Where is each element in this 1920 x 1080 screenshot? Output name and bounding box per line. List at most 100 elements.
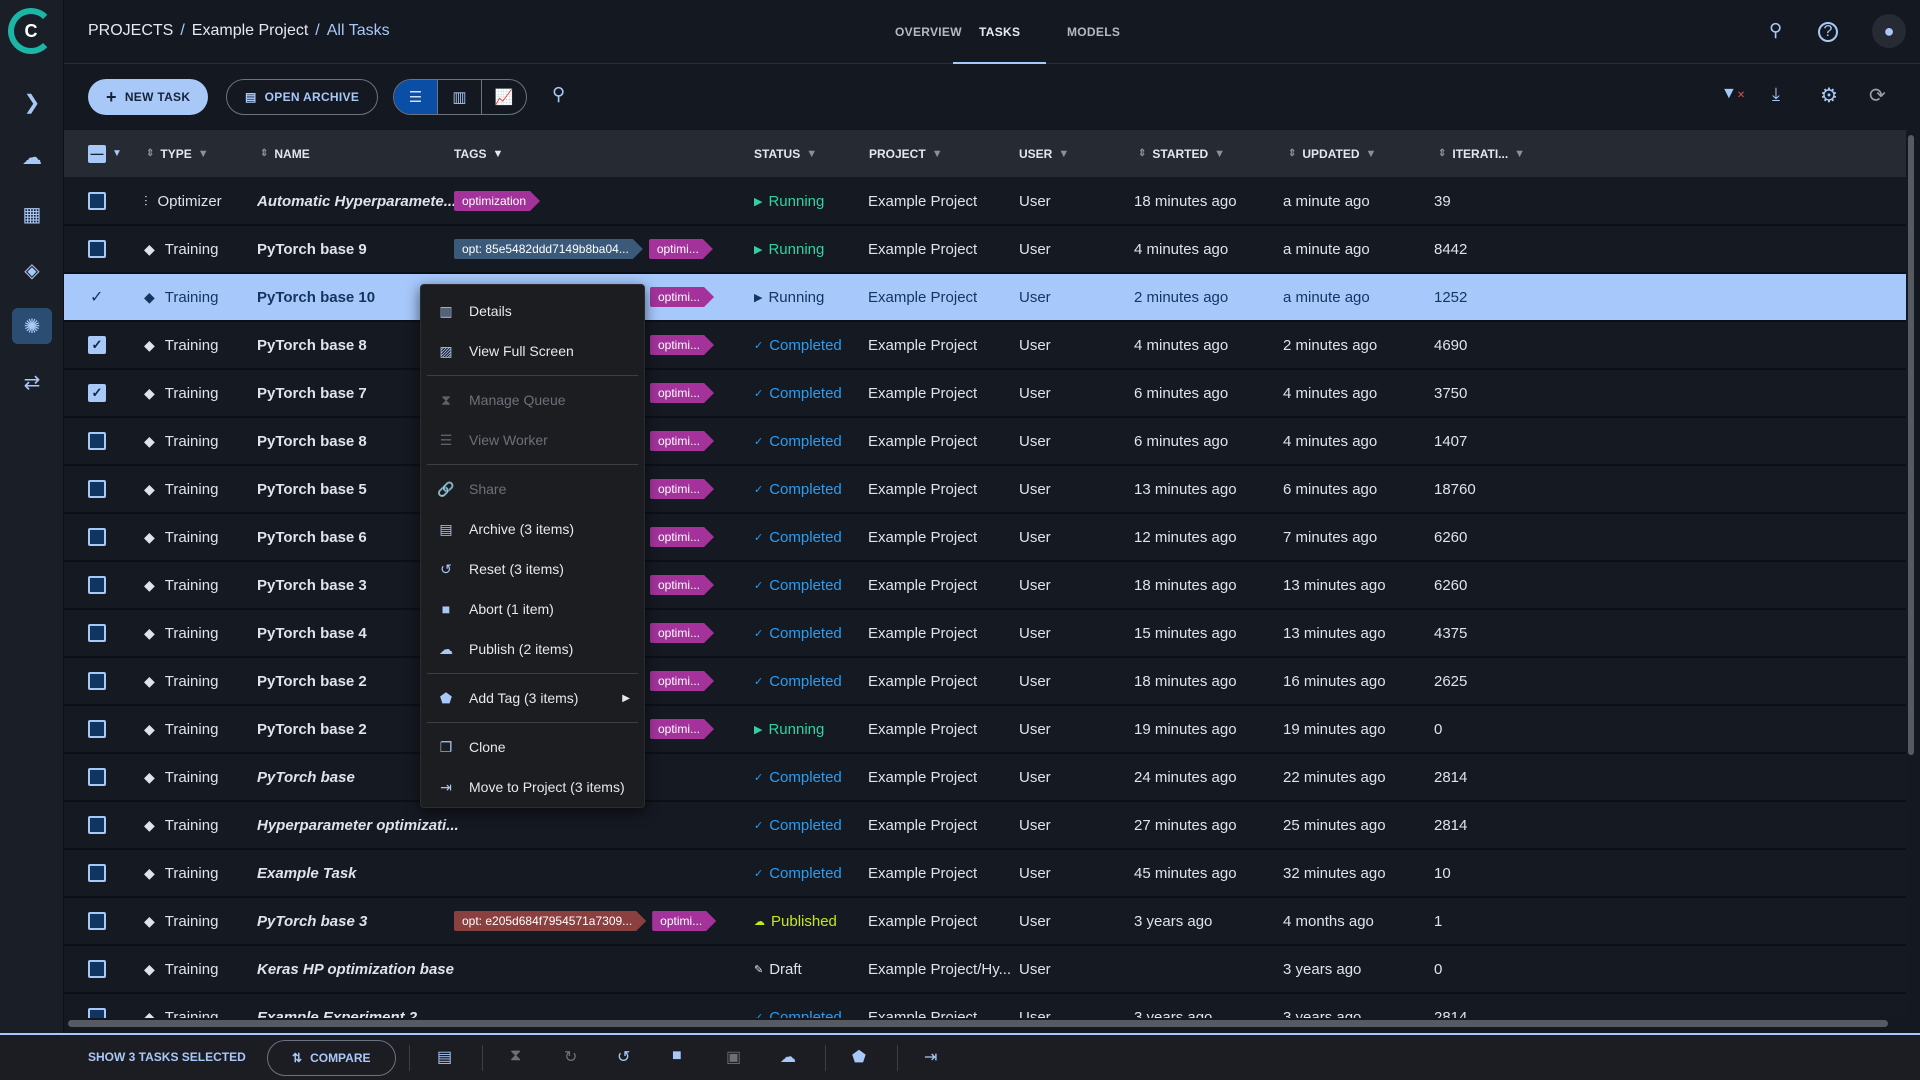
sidebar-item-datasets[interactable]: ▦ [12, 196, 52, 232]
sidebar-item-projects[interactable]: ✺ [12, 308, 52, 344]
task-name[interactable]: PyTorch base 8 [257, 432, 367, 450]
chevron-down-icon[interactable]: ▼ [112, 148, 122, 159]
task-name[interactable]: PyTorch base [257, 768, 355, 786]
sidebar-item-layers[interactable]: ◈ [12, 252, 52, 288]
table-row[interactable]: ◆ Training PyTorch base 8 optimi... ✓ Comp… [64, 418, 1906, 466]
row-select[interactable]: ✓ [88, 370, 106, 416]
row-checkbox[interactable] [88, 528, 106, 546]
task-name[interactable]: Hyperparameter optimizati... [257, 816, 459, 834]
row-select[interactable] [88, 610, 106, 656]
row-checkbox[interactable] [88, 480, 106, 498]
row-select[interactable]: ✓ [88, 322, 106, 368]
row-checkbox[interactable] [88, 192, 106, 210]
row-select[interactable] [88, 178, 106, 224]
sort-icon[interactable]: ⇕ [1288, 148, 1297, 159]
menu-item-reset[interactable]: ↺ Reset (3 items) [421, 549, 644, 589]
check-icon[interactable]: ✓ [90, 289, 104, 306]
row-checkbox[interactable] [88, 864, 106, 882]
details-view-icon[interactable]: ▥ [438, 80, 482, 114]
filter-active-icon[interactable]: ▼ [492, 147, 504, 160]
tag-chip[interactable]: optimi... [650, 527, 714, 547]
menu-item-abort[interactable]: ■ Abort (1 item) [421, 589, 644, 629]
row-checkbox[interactable] [88, 1008, 106, 1018]
table-row[interactable]: ◆ Training PyTorch base 2 optimi... ▶ Runn… [64, 706, 1906, 754]
row-select[interactable] [88, 850, 106, 896]
sort-icon[interactable]: ⇕ [260, 148, 269, 159]
row-checkbox[interactable] [88, 240, 106, 258]
dequeue-icon[interactable]: ▣ [726, 1049, 742, 1066]
filter-icon[interactable]: ▼ [806, 147, 818, 160]
column-updated[interactable]: ⇕ UPDATED ▼ [1288, 130, 1376, 177]
filter-icon[interactable]: ▼ [1214, 147, 1226, 160]
row-select[interactable] [88, 802, 106, 848]
tag-chip[interactable]: optimi... [652, 911, 716, 931]
task-name[interactable]: PyTorch base 2 [257, 672, 367, 690]
column-started[interactable]: ⇕ STARTED ▼ [1138, 130, 1225, 177]
row-select[interactable] [88, 466, 106, 512]
menu-item-details[interactable]: ▥ Details [421, 291, 644, 331]
filter-icon[interactable]: ▼ [1514, 147, 1526, 160]
row-select[interactable]: ✓ [88, 274, 103, 320]
table-row[interactable]: ✓ ◆ Training PyTorch base 10 optimi... ▶ R… [64, 274, 1906, 322]
menu-item-add-tag[interactable]: ⬟ Add Tag (3 items) ▶ [421, 678, 644, 718]
tag-chip[interactable]: optimization [454, 191, 540, 211]
vertical-scrollbar[interactable] [1908, 135, 1914, 755]
sort-icon[interactable]: ⇕ [1438, 148, 1447, 159]
row-select[interactable] [88, 898, 106, 944]
tag-chip[interactable]: optimi... [650, 671, 714, 691]
table-row[interactable]: ◆ Training PyTorch base 6 optimi... ✓ Comp… [64, 514, 1906, 562]
task-name[interactable]: Example Experiment 2 [257, 1008, 418, 1019]
table-row[interactable]: ✓ ◆ Training PyTorch base 7 optimi... ✓ Co… [64, 370, 1906, 418]
select-all[interactable]: — ▼ [88, 130, 122, 177]
show-selected-link[interactable]: SHOW 3 TASKS SELECTED [88, 1050, 246, 1064]
row-select[interactable] [88, 226, 106, 272]
tag-chip[interactable]: opt: 85e5482ddd7149b8ba04... [454, 239, 643, 259]
row-select[interactable] [88, 754, 106, 800]
menu-item-archive[interactable]: ▤ Archive (3 items) [421, 509, 644, 549]
new-task-button[interactable]: + NEW TASK [88, 79, 209, 115]
menu-item-share[interactable]: 🔗 Share [421, 469, 644, 509]
breadcrumb-project[interactable]: Example Project [191, 22, 309, 39]
menu-item-view-full-screen[interactable]: ▨ View Full Screen [421, 331, 644, 371]
column-name[interactable]: ⇕ NAME [260, 130, 310, 177]
row-select[interactable] [88, 706, 106, 752]
tag-chip[interactable]: optimi... [650, 287, 714, 307]
sidebar-item-pipelines[interactable]: ⇄ [12, 364, 52, 400]
row-checkbox[interactable] [88, 720, 106, 738]
table-view-icon[interactable]: ☰ [394, 80, 438, 114]
table-row[interactable]: ◆ Training Example Task ✓ Completed Exampl… [64, 850, 1906, 898]
filter-icon[interactable]: ▼ [1365, 147, 1377, 160]
tag-chip[interactable]: optimi... [650, 623, 714, 643]
tag-chip[interactable]: optimi... [649, 239, 713, 259]
column-user[interactable]: USER ▼ [1019, 130, 1069, 177]
row-checkbox[interactable] [88, 624, 106, 642]
horizontal-scrollbar[interactable] [68, 1020, 1888, 1027]
row-select[interactable] [88, 658, 106, 704]
clear-filters-icon[interactable]: ▼✕ [1721, 85, 1746, 102]
task-name[interactable]: PyTorch base 10 [257, 288, 376, 306]
move-icon[interactable]: ⇥ [924, 1049, 938, 1066]
archive-icon[interactable]: ▤ [437, 1049, 453, 1066]
column-tags[interactable]: TAGS ▼ [454, 130, 503, 177]
task-name[interactable]: PyTorch base 7 [257, 384, 367, 402]
tag-chip[interactable]: optimi... [650, 335, 714, 355]
menu-item-publish[interactable]: ☁ Publish (2 items) [421, 629, 644, 669]
filter-icon[interactable]: ▼ [1058, 147, 1070, 160]
task-name[interactable]: PyTorch base 3 [257, 912, 368, 930]
tag-chip[interactable]: optimi... [650, 719, 714, 739]
table-row[interactable]: ◆ Training Keras HP optimization base ✎ Dr… [64, 946, 1906, 994]
table-row[interactable]: ◆ Training PyTorch base ✓ Completed Exampl… [64, 754, 1906, 802]
row-checkbox[interactable] [88, 960, 106, 978]
row-checkbox[interactable] [88, 912, 106, 930]
help-icon[interactable]: ? [1818, 22, 1838, 42]
breadcrumb-projects[interactable]: PROJECTS [88, 22, 174, 39]
row-checkbox[interactable]: ✓ [88, 336, 106, 354]
search-icon[interactable]: ⚲ [552, 84, 566, 104]
tag-chip[interactable]: optimi... [650, 479, 714, 499]
filter-icon[interactable]: ▼ [931, 147, 943, 160]
row-checkbox[interactable] [88, 816, 106, 834]
filter-icon[interactable]: ▼ [197, 147, 209, 160]
row-select[interactable] [88, 514, 106, 560]
table-row[interactable]: ◆ Training Hyperparameter optimizati... ✓… [64, 802, 1906, 850]
avatar[interactable]: ● [1872, 14, 1906, 48]
